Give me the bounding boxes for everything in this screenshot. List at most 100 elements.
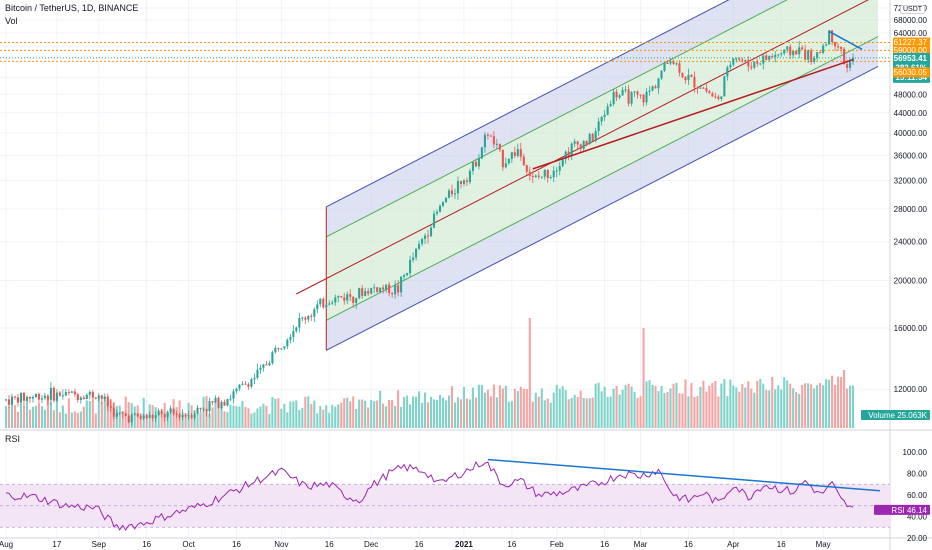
volume-bar <box>280 408 283 428</box>
candle-body <box>735 58 738 60</box>
volume-bar <box>552 392 555 428</box>
candle-body <box>211 401 214 403</box>
candle-body <box>588 133 591 145</box>
volume-bar <box>663 393 666 428</box>
volume-bar <box>696 396 699 428</box>
volume-bar <box>822 385 825 428</box>
candle-body <box>615 91 618 98</box>
volume-bar <box>744 387 747 428</box>
candle-body <box>579 144 582 150</box>
volume-bar <box>594 383 597 428</box>
time-axis[interactable]: Aug 17 Sep 16 Oct 16 Nov 16 Dec 16 2021 16 Feb 16 Mar 1… <box>0 540 831 549</box>
volume-bar <box>480 384 483 428</box>
price-tick-label: 68000.00 <box>894 16 928 25</box>
volume-bar <box>699 386 702 428</box>
volume-bar <box>474 397 477 428</box>
volume-bar <box>34 405 37 428</box>
volume-badge-bg <box>861 410 930 420</box>
candle-body <box>489 135 492 137</box>
candle-body <box>822 45 825 53</box>
volume-bar <box>79 411 82 428</box>
rsi-tick-label: 40.00 <box>907 513 928 522</box>
volume-bar <box>510 401 513 428</box>
candle-body <box>295 327 298 332</box>
volume-bar <box>705 391 708 428</box>
volume-bar <box>58 412 61 428</box>
candle-body <box>498 143 501 150</box>
candle-body <box>717 96 720 99</box>
volume-bar <box>88 401 91 428</box>
candle-body <box>720 96 723 99</box>
candle-body <box>768 56 771 60</box>
price-tick-label: 36000.00 <box>894 151 928 160</box>
candle-body <box>540 176 543 178</box>
volume-bar <box>426 402 430 428</box>
currency-badge[interactable]: USDT <box>900 5 926 14</box>
volume-bar <box>453 402 457 428</box>
candle-body <box>136 413 139 417</box>
volume-bar <box>438 394 442 428</box>
volume-bar <box>606 396 609 428</box>
volume-bar <box>456 397 460 428</box>
volume-bar <box>789 383 792 428</box>
volume-bar <box>645 381 648 428</box>
volume-bar <box>373 401 376 428</box>
candle-body <box>67 392 70 394</box>
candle-body <box>133 413 136 415</box>
candle-body <box>193 413 196 418</box>
symbol-title[interactable]: Bitcoin / TetherUS, 1D, BINANCE <box>5 3 139 13</box>
volume-bar <box>28 409 31 428</box>
volume-bar <box>265 405 268 428</box>
candle-body <box>729 64 732 68</box>
candle-body <box>7 399 11 405</box>
volume-bar <box>690 383 693 428</box>
candle-body <box>82 397 85 400</box>
candle-body <box>426 235 430 237</box>
candle-body <box>205 408 208 412</box>
volume-bar <box>681 393 684 428</box>
volume-bar <box>516 390 519 428</box>
volume-bar <box>579 390 582 428</box>
candle-body <box>406 273 409 276</box>
volume-bar <box>585 398 588 428</box>
candle-body <box>657 78 660 89</box>
candle-body <box>343 297 346 301</box>
candle-body <box>798 47 801 55</box>
volume-bar <box>603 386 606 428</box>
candle-body <box>367 291 370 294</box>
volume-bar <box>783 377 786 428</box>
candle-body <box>714 96 717 98</box>
candle-body <box>804 49 807 60</box>
volume-bar <box>546 398 549 428</box>
candle-body <box>681 72 684 78</box>
candle-body <box>648 90 651 92</box>
volume-bar <box>85 400 88 428</box>
candle-body <box>708 91 711 94</box>
volume-bar <box>358 399 361 428</box>
volume-bar <box>570 397 573 428</box>
volume-bar <box>394 405 397 428</box>
candle-body <box>501 149 504 168</box>
candle-body <box>750 66 753 68</box>
candle-body <box>313 309 316 317</box>
price-tick-label: 20000.00 <box>894 277 928 286</box>
volume-bar <box>684 379 687 428</box>
time-tick-label: 17 <box>52 540 61 549</box>
candle-body <box>391 293 394 295</box>
candle-body <box>441 202 445 206</box>
volume-bar <box>409 404 412 428</box>
volume-legend[interactable]: Vol <box>5 16 18 26</box>
rsi-legend[interactable]: RSI <box>5 434 21 444</box>
volume-bar <box>741 384 744 428</box>
price-axis[interactable]: 72000.0068000.0064000.0060000.0056000.00… <box>894 4 928 543</box>
time-tick-label: 16 <box>684 540 693 549</box>
volume-bar <box>349 401 352 428</box>
candle-body <box>780 53 783 55</box>
volume-bar <box>229 404 232 428</box>
candle-body <box>435 211 439 214</box>
candle-body <box>256 369 259 378</box>
volume-bar <box>385 406 388 428</box>
time-tick-label: Mar <box>634 540 648 549</box>
candle-body <box>609 104 612 107</box>
candle-body <box>55 392 58 401</box>
